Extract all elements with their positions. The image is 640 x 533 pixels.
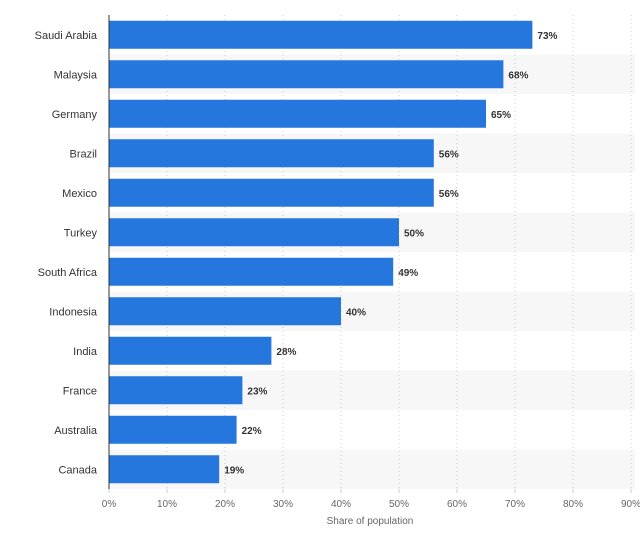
category-label: Malaysia <box>54 69 98 81</box>
bars <box>109 20 533 484</box>
bar[interactable] <box>109 336 272 365</box>
value-label: 56% <box>439 189 459 200</box>
tick-label: 10% <box>157 499 177 510</box>
tick-label: 60% <box>447 499 467 510</box>
value-label: 28% <box>276 347 296 358</box>
tick-label: 90% <box>621 499 640 510</box>
value-label: 68% <box>508 70 528 81</box>
category-label: South Africa <box>38 267 98 279</box>
category-label: Canada <box>58 464 97 476</box>
value-label: 22% <box>242 426 262 437</box>
category-label: Australia <box>54 425 98 437</box>
bar[interactable] <box>109 139 434 168</box>
bar[interactable] <box>109 20 533 49</box>
category-labels: Saudi Arabia Malaysia Germany Brazil Mexico T… <box>35 30 98 477</box>
value-label: 50% <box>404 228 424 239</box>
bar[interactable] <box>109 415 237 444</box>
value-label: 40% <box>346 307 366 318</box>
value-label: 73% <box>537 31 557 42</box>
value-label: 23% <box>247 386 267 397</box>
tick-label: 40% <box>331 499 351 510</box>
value-label: 56% <box>439 149 459 160</box>
bar[interactable] <box>109 60 504 89</box>
tick-label: 50% <box>389 499 409 510</box>
category-label: Indonesia <box>49 306 98 318</box>
category-label: Saudi Arabia <box>35 30 98 42</box>
bar[interactable] <box>109 455 220 484</box>
bar[interactable] <box>109 218 399 247</box>
category-label: Turkey <box>64 227 98 239</box>
value-labels: 73% 68% 65% 56% 56% 50% 49% 40% 28% 23% 22% 19% <box>224 31 557 477</box>
tick-label: 20% <box>215 499 235 510</box>
value-label: 49% <box>398 268 418 279</box>
category-label: Germany <box>52 109 98 121</box>
category-label: Brazil <box>69 148 97 160</box>
bar[interactable] <box>109 376 243 405</box>
value-label: 65% <box>491 110 511 121</box>
bar[interactable] <box>109 257 394 286</box>
x-axis-title: Share of population <box>327 516 414 527</box>
x-axis-ticks: 0% 10% 20% 30% 40% 50% 60% 70% 80% 90% <box>102 489 640 510</box>
tick-label: 0% <box>102 499 117 510</box>
bar[interactable] <box>109 99 486 128</box>
value-label: 19% <box>224 465 244 476</box>
tick-label: 70% <box>505 499 525 510</box>
tick-label: 30% <box>273 499 293 510</box>
bar[interactable] <box>109 178 434 207</box>
tick-label: 80% <box>563 499 583 510</box>
category-label: India <box>73 346 98 358</box>
category-label: Mexico <box>62 188 97 200</box>
bar[interactable] <box>109 297 341 326</box>
category-label: France <box>63 385 97 397</box>
